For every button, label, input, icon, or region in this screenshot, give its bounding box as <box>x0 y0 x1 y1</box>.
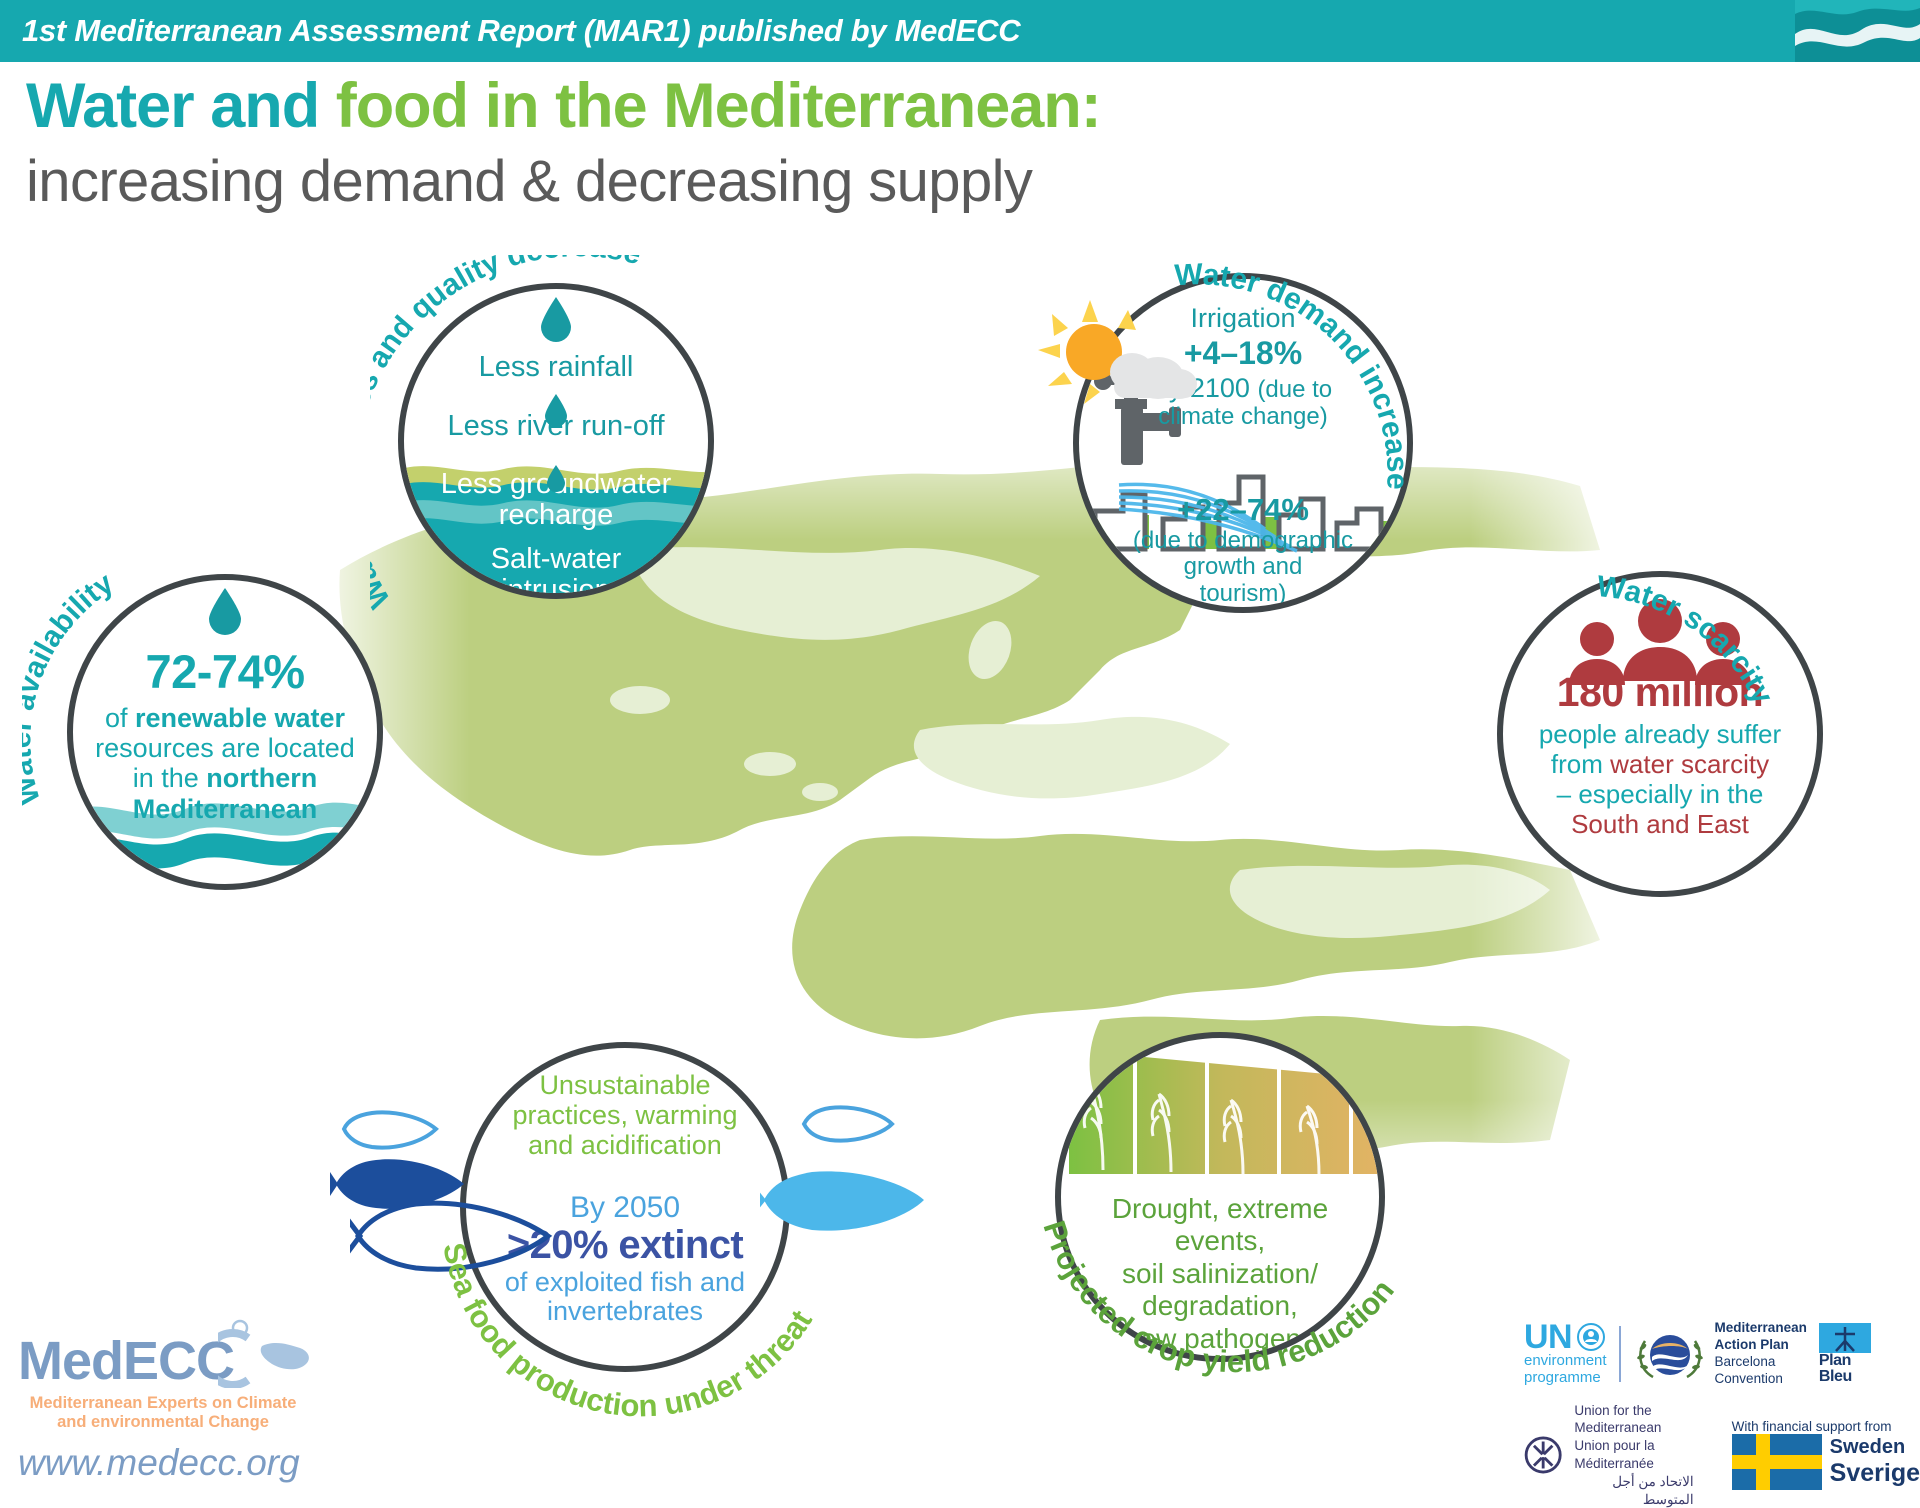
fish-icon <box>760 1160 930 1245</box>
un-emblem-icon <box>1576 1322 1606 1352</box>
cy-line-4: new pathogens <box>1077 1323 1363 1355</box>
wa-text-a: of <box>105 703 135 733</box>
water-availability-value: 72-74% <box>85 644 365 699</box>
irrigation-note: (due to <box>1257 376 1332 403</box>
bubble-water-scarcity: 180 million people already suffer from w… <box>1497 571 1823 897</box>
demographic-cause-2: growth and <box>1097 554 1389 580</box>
wa-text-d: Mediterranean <box>133 794 318 824</box>
sf-line-2: practices, warming <box>488 1100 762 1130</box>
un-wordmark: UN <box>1524 1321 1572 1353</box>
map-line-3: Barcelona <box>1715 1354 1807 1371</box>
medecc-arc-icon <box>218 1318 314 1388</box>
ufm-ar: الاتحاد من أجل المتوسط <box>1574 1473 1693 1508</box>
demographic-cause-3: tourism) <box>1097 581 1389 607</box>
wa-text-c: in the <box>133 763 207 793</box>
partner-logos: UN environment programme <box>1524 1320 1920 1508</box>
map-line-2: Action Plan <box>1715 1337 1789 1352</box>
plan-bleu-wordmark: Plan Bleu <box>1819 1353 1871 1384</box>
ufm-emblem-icon <box>1524 1428 1562 1482</box>
un-line-1: environment <box>1524 1353 1607 1370</box>
ws-line-1: people already suffer <box>1513 719 1807 749</box>
sweden-support-logo: With financial support from Sweden Sveri… <box>1732 1419 1920 1490</box>
sf-line-3: and acidification <box>488 1130 762 1160</box>
water-resources-line-2: Less river run-off <box>404 410 708 443</box>
un-line-2: programme <box>1524 1370 1607 1387</box>
fish-icon <box>800 1100 896 1153</box>
medecc-wordmark: MedECC <box>18 1330 234 1392</box>
fish-icon <box>350 1190 560 1285</box>
plan-bleu-line-1: Plan <box>1819 1353 1871 1369</box>
sf-line-5: invertebrates <box>488 1297 762 1327</box>
ufm-en: Union for the Mediterranean <box>1574 1402 1693 1438</box>
sweden-sv: Sverige <box>1830 1459 1920 1488</box>
sun-cloud-icons <box>1032 300 1202 425</box>
plan-bleu-logo: Plan Bleu <box>1819 1323 1871 1384</box>
water-drop-icon <box>546 464 566 497</box>
water-resources-line-3b: recharge <box>404 500 708 531</box>
ufm-text: Union for the Mediterranean Union pour l… <box>1574 1402 1693 1508</box>
ws-line-2a: from <box>1551 749 1610 779</box>
ws-line-4: South and East <box>1513 809 1807 839</box>
sweden-en: Sweden <box>1830 1436 1920 1459</box>
banner-wave-logo <box>1795 0 1920 62</box>
cy-line-2: soil salinization/ <box>1077 1258 1363 1290</box>
cloud-icon <box>1110 353 1197 399</box>
ufm-fr: Union pour la Méditerranée <box>1574 1437 1693 1473</box>
wa-text-c-bold: northern <box>206 763 317 793</box>
medecc-logo[interactable]: MedECC Mediterranean Experts on Climate … <box>18 1318 314 1484</box>
un-environment-logo: UN environment programme <box>1524 1321 1607 1387</box>
top-banner: 1st Mediterranean Assessment Report (MAR… <box>0 0 1795 62</box>
map-line-1: Mediterranean <box>1715 1320 1807 1335</box>
cy-line-3: degradation, <box>1077 1290 1363 1322</box>
logos-row-bottom: Union for the Mediterranean Union pour l… <box>1524 1402 1920 1508</box>
support-label: With financial support from <box>1732 1419 1920 1434</box>
sf-line-1: Unsustainable <box>488 1070 762 1100</box>
bubble-water-availability: 72-74% of renewable water resources are … <box>67 574 383 890</box>
bubble-crop-yield: Drought, extreme events, soil salinizati… <box>1055 1032 1385 1362</box>
plan-bleu-icon <box>1819 1323 1871 1353</box>
water-resources-line-1: Less rainfall <box>404 351 708 384</box>
title-part-water: Water and <box>26 71 336 141</box>
map-line-4: Convention <box>1715 1371 1807 1388</box>
demographic-cause-1: (due to demographic <box>1097 528 1389 554</box>
medecc-tagline-1: Mediterranean Experts on Climate <box>18 1394 308 1413</box>
swedish-flag-icon <box>1732 1434 1822 1490</box>
logos-row-top: UN environment programme <box>1524 1320 1920 1388</box>
plan-bleu-line-2: Bleu <box>1819 1369 1871 1385</box>
map-barcelona-text: Mediterranean Action Plan Barcelona Conv… <box>1715 1320 1807 1388</box>
water-drop-icon <box>207 586 243 641</box>
page-subtitle: increasing demand & decreasing supply <box>26 148 1032 215</box>
medecc-tagline-2: and environmental Change <box>18 1413 308 1432</box>
wa-text-a-bold: renewable water <box>135 703 345 733</box>
ws-line-2b: water scarcity <box>1610 749 1769 779</box>
map-barcelona-emblem-icon <box>1633 1323 1707 1385</box>
people-group-icon <box>1565 599 1755 694</box>
fish-icon <box>340 1105 440 1160</box>
demographic-value: +22–74% <box>1097 492 1389 528</box>
divider <box>1619 1326 1621 1382</box>
page-title: Water and food in the Mediterranean: <box>26 70 1101 142</box>
ws-line-3: – especially in the <box>1513 779 1807 809</box>
water-resources-line-4a: Salt-water <box>404 544 708 575</box>
wa-text-b: resources are located <box>85 733 365 763</box>
title-part-food: food in the Mediterranean: <box>336 71 1101 141</box>
cy-line-1: Drought, extreme events, <box>1077 1193 1363 1258</box>
bubble-water-resources: Less rainfall Less river run-off Less gr… <box>398 283 714 599</box>
banner-title: 1st Mediterranean Assessment Report (MAR… <box>0 13 1020 49</box>
